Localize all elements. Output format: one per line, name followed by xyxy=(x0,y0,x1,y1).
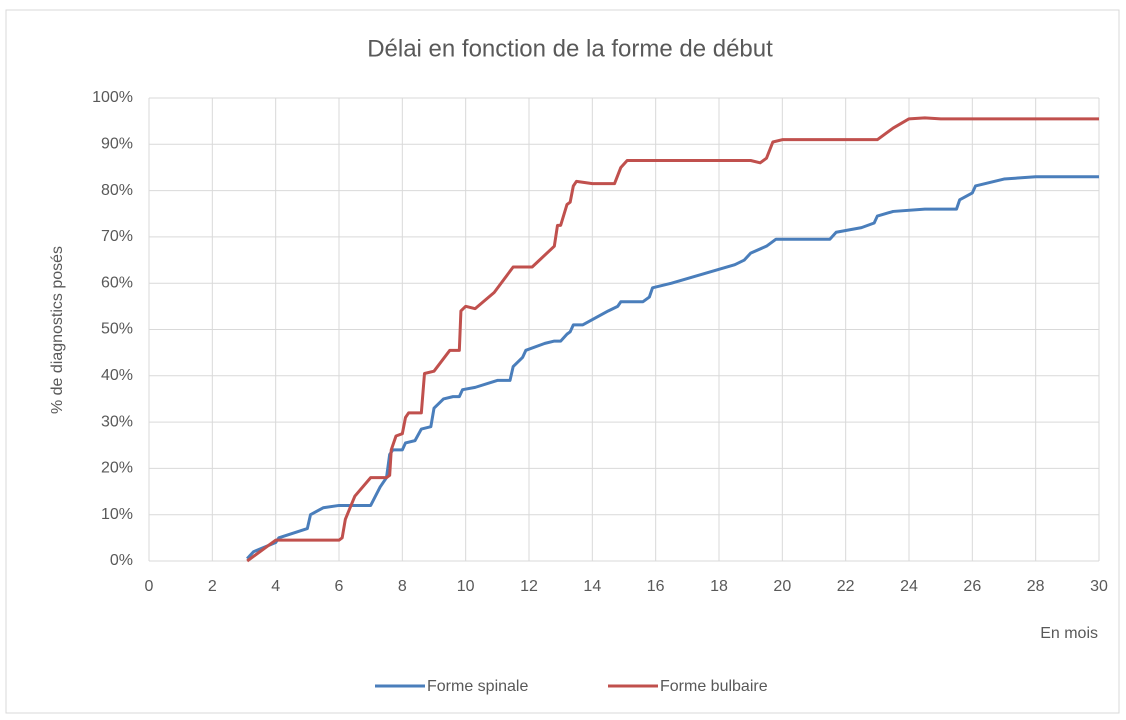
legend-label: Forme spinale xyxy=(427,678,528,695)
x-tick-label: 12 xyxy=(520,578,538,595)
x-tick-label: 22 xyxy=(837,578,855,595)
y-tick-label: 0% xyxy=(110,552,133,569)
x-tick-label: 24 xyxy=(900,578,918,595)
y-tick-label: 30% xyxy=(101,413,133,430)
x-tick-label: 4 xyxy=(271,578,280,595)
y-tick-label: 60% xyxy=(101,274,133,291)
y-tick-label: 70% xyxy=(101,228,133,245)
y-tick-label: 20% xyxy=(101,460,133,477)
x-tick-label: 20 xyxy=(773,578,791,595)
x-tick-label: 18 xyxy=(710,578,728,595)
x-tick-label: 8 xyxy=(398,578,407,595)
x-tick-label: 28 xyxy=(1027,578,1045,595)
y-tick-label: 10% xyxy=(101,506,133,523)
data-line xyxy=(246,116,1099,563)
x-tick-label: 10 xyxy=(457,578,475,595)
data-line xyxy=(246,175,1099,560)
x-tick-label: 0 xyxy=(145,578,154,595)
chart-border xyxy=(5,9,1120,714)
x-axis-label: En mois xyxy=(1040,625,1098,642)
y-tick-label: 100% xyxy=(92,89,133,106)
x-tick-label: 14 xyxy=(583,578,601,595)
x-tick-label: 30 xyxy=(1090,578,1108,595)
x-tick-label: 6 xyxy=(335,578,344,595)
x-tick-label: 16 xyxy=(647,578,665,595)
x-tick-label: 2 xyxy=(208,578,217,595)
y-tick-label: 50% xyxy=(101,321,133,338)
x-tick-label: 26 xyxy=(963,578,981,595)
y-tick-label: 90% xyxy=(101,136,133,153)
y-axis-label: % de diagnostics posés xyxy=(49,246,66,414)
chart-title: Délai en fonction de la forme de début xyxy=(367,35,773,62)
y-tick-label: 80% xyxy=(101,182,133,199)
y-tick-label: 40% xyxy=(101,367,133,384)
legend-label: Forme bulbaire xyxy=(660,678,768,695)
